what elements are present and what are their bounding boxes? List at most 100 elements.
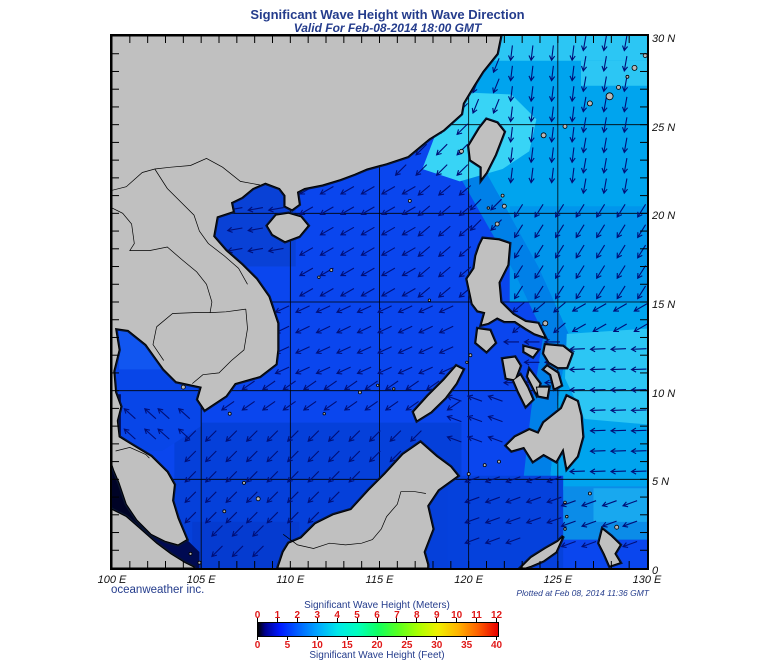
ryukyu-bright — [581, 60, 647, 86]
wave-arrow — [534, 244, 544, 259]
wave-arrow — [368, 450, 381, 463]
feet-scale-number: 15 — [341, 640, 353, 651]
wave-arrow — [621, 137, 629, 154]
wave-arrow — [247, 247, 263, 254]
wave-arrow — [514, 224, 524, 239]
island — [563, 500, 567, 505]
island — [631, 64, 638, 71]
meters-scale-number: 12 — [490, 610, 503, 621]
colorbar-tick — [257, 618, 258, 622]
wave-arrow — [601, 56, 608, 72]
wave-arrow — [601, 76, 608, 93]
wave-arrow — [356, 346, 372, 355]
landmass-poly — [512, 373, 534, 408]
wave-arrow — [484, 517, 500, 525]
meters-scale-number: 0 — [254, 610, 261, 621]
wave-arrow — [580, 500, 597, 508]
wave-arrow — [343, 380, 358, 391]
lat-tick-label: 20 N — [652, 210, 676, 223]
landmass-poly — [277, 441, 459, 568]
wave-arrow — [364, 380, 378, 391]
island — [180, 384, 186, 390]
colorbar-feet-tick — [316, 637, 318, 640]
feet-scale-number: 35 — [461, 640, 473, 651]
feet-scale-number: 25 — [401, 640, 413, 651]
island — [563, 527, 567, 531]
island — [494, 221, 500, 227]
wave-arrow — [267, 206, 284, 213]
wave-arrow — [323, 380, 337, 391]
wave-arrow — [437, 205, 451, 217]
wave-arrow — [377, 305, 392, 314]
colorbar-tick — [356, 618, 358, 622]
wave-arrow — [339, 226, 355, 236]
wave-arrow — [514, 265, 524, 280]
wave-arrow — [438, 325, 454, 334]
wave-arrow — [575, 224, 585, 239]
wave-arrow — [471, 98, 480, 115]
wave-arrow — [226, 226, 243, 233]
wave-arrow — [601, 137, 608, 154]
landmass-poly — [412, 365, 464, 422]
wave-arrow — [339, 247, 355, 256]
wave-arrow — [389, 450, 402, 463]
wave-arrow — [601, 36, 608, 52]
degree-ticks — [112, 36, 647, 568]
lon-tick-label: 100 E — [97, 574, 127, 586]
wave-arrow — [335, 346, 351, 355]
wave-arrow — [417, 205, 431, 217]
wave-arrow — [580, 56, 588, 72]
lat-tick-label: 15 N — [652, 299, 676, 311]
wave-arrow — [569, 65, 576, 82]
wave-arrow — [609, 346, 627, 353]
landmass-poly — [266, 212, 309, 243]
wave-arrow — [548, 45, 556, 62]
wave-arrow — [327, 471, 340, 483]
wave-arrow — [609, 366, 627, 373]
wave-arrow — [569, 86, 576, 103]
wave-arrow — [307, 450, 320, 463]
wave-arrow — [123, 407, 136, 420]
wave-arrow — [417, 225, 431, 237]
wave-arrow — [580, 96, 588, 113]
wave-arrow — [438, 346, 454, 355]
wave-arrow — [348, 471, 361, 483]
map-plot-area — [110, 34, 649, 570]
wave-arrow — [616, 265, 626, 280]
island — [376, 383, 380, 387]
wave-arrow — [339, 186, 355, 195]
wave-arrow — [415, 143, 428, 156]
luzon-strait-transition — [454, 160, 569, 490]
wave-arrow — [464, 537, 480, 545]
wave-arrow — [319, 186, 334, 195]
wave-arrow — [458, 205, 472, 217]
wave-arrow — [534, 204, 544, 218]
island — [486, 206, 490, 210]
legend-meters-label: Significant Wave Height (Meters) — [304, 600, 450, 611]
wave-arrow — [225, 511, 238, 524]
wave-arrow — [592, 323, 607, 333]
wave-arrow — [245, 450, 258, 463]
island — [616, 85, 621, 90]
lat-tick-label: 5 N — [652, 476, 670, 489]
wave-arrow — [360, 288, 375, 297]
wave-arrow — [523, 359, 540, 366]
wave-arrow — [580, 117, 588, 134]
wave-arrow — [405, 400, 419, 411]
wave-arrow — [286, 430, 299, 442]
wave-arrow — [380, 267, 396, 277]
wave-arrow — [546, 517, 562, 525]
wave-arrow — [394, 164, 407, 176]
wave-arrow — [360, 247, 375, 256]
colorbar-tick — [376, 618, 378, 622]
island — [329, 268, 334, 273]
meters-scale-number: 7 — [394, 610, 400, 621]
landmass-poly — [468, 118, 505, 182]
wave-arrow — [601, 117, 608, 134]
landmass-poly — [523, 345, 540, 358]
wave-arrow — [505, 496, 521, 504]
wave-arrow — [637, 265, 647, 280]
wave-arrow — [568, 386, 585, 393]
wave-arrow — [528, 147, 535, 164]
island — [500, 193, 505, 198]
